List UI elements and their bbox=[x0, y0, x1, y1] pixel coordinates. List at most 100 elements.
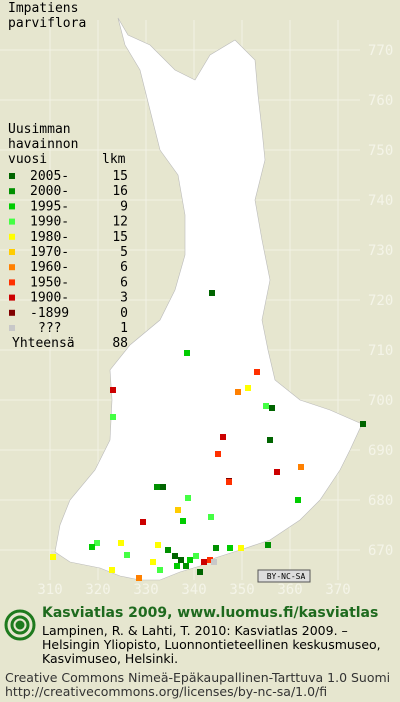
x-label: 330 bbox=[133, 582, 158, 598]
x-label: 370 bbox=[325, 582, 350, 598]
legend-count: 15 bbox=[112, 169, 128, 184]
total: 88 bbox=[112, 336, 128, 351]
observation bbox=[274, 469, 280, 475]
observation bbox=[193, 553, 199, 559]
legend-heading: havainnon bbox=[8, 137, 78, 152]
legend-label: 1970- bbox=[30, 245, 69, 260]
legend-label: 1995- bbox=[30, 199, 69, 214]
observation bbox=[50, 554, 56, 560]
finland-outline bbox=[54, 17, 363, 581]
y-label: 750 bbox=[368, 143, 393, 159]
y-label: 690 bbox=[368, 443, 393, 459]
legend-swatch bbox=[9, 173, 15, 179]
title: Impatiens bbox=[8, 1, 78, 16]
observation bbox=[235, 389, 241, 395]
license: Creative Commons Nimeä-Epäkaupallinen-Ta… bbox=[5, 670, 390, 685]
legend-swatch bbox=[9, 325, 15, 331]
legend-label: 2005- bbox=[30, 169, 69, 184]
x-label: 340 bbox=[181, 582, 206, 598]
observation bbox=[140, 519, 146, 525]
observation bbox=[110, 414, 116, 420]
observation bbox=[118, 540, 124, 546]
observation bbox=[157, 567, 163, 573]
observation bbox=[172, 553, 178, 559]
legend-swatch bbox=[9, 203, 15, 210]
legend-count: 1 bbox=[120, 321, 128, 336]
observation bbox=[185, 495, 191, 501]
y-label: 740 bbox=[368, 193, 393, 209]
legend-swatch bbox=[9, 218, 15, 225]
observation bbox=[165, 547, 171, 553]
observation bbox=[175, 507, 181, 513]
observation bbox=[254, 369, 260, 375]
observation bbox=[298, 464, 304, 470]
y-label: 730 bbox=[368, 243, 393, 259]
observation bbox=[184, 350, 190, 356]
observation bbox=[160, 484, 166, 490]
observation bbox=[269, 405, 275, 411]
cc-badge-text: BY-NC-SA bbox=[267, 572, 306, 581]
legend-label: 1950- bbox=[30, 275, 69, 290]
legend-swatch bbox=[9, 188, 15, 195]
observation bbox=[174, 563, 180, 569]
legend-count: 6 bbox=[120, 275, 128, 290]
observation bbox=[360, 421, 366, 427]
observation bbox=[155, 542, 161, 548]
y-label: 700 bbox=[368, 393, 393, 409]
spiral-logo bbox=[4, 609, 36, 641]
observation bbox=[154, 484, 160, 490]
license: http://creativecommons.org/licenses/by-n… bbox=[5, 684, 327, 699]
observation bbox=[211, 559, 217, 565]
observation bbox=[136, 575, 142, 581]
observation bbox=[295, 497, 301, 503]
y-label: 760 bbox=[368, 93, 393, 109]
legend-label: 2000- bbox=[30, 184, 69, 199]
legend-heading: vuosi bbox=[8, 152, 47, 167]
observation bbox=[109, 567, 115, 573]
footer-heading: Kasviatlas 2009, www.luomus.fi/kasviatla… bbox=[42, 605, 378, 621]
legend-count: 6 bbox=[120, 260, 128, 275]
legend-label: -1899 bbox=[30, 306, 69, 321]
observation bbox=[150, 559, 156, 565]
footer-line: Kasvimuseo, Helsinki. bbox=[42, 651, 178, 666]
legend-swatch bbox=[9, 294, 15, 301]
observation bbox=[110, 387, 116, 393]
legend-label: 1980- bbox=[30, 230, 69, 245]
legend-count: 5 bbox=[120, 245, 128, 260]
observation bbox=[209, 290, 215, 296]
y-label: 680 bbox=[368, 493, 393, 509]
footer-line: Helsingin Yliopisto, Luonnontieteellinen… bbox=[42, 637, 381, 652]
legend-swatch bbox=[9, 249, 15, 255]
observations bbox=[50, 290, 366, 581]
x-label: 320 bbox=[85, 582, 110, 598]
observation bbox=[215, 451, 221, 457]
x-label: 350 bbox=[229, 582, 254, 598]
legend-label: 1900- bbox=[30, 291, 69, 306]
title: parviflora bbox=[8, 16, 86, 31]
observation bbox=[213, 545, 219, 551]
y-label: 670 bbox=[368, 543, 393, 559]
legend-swatch bbox=[9, 233, 15, 240]
observation bbox=[227, 545, 233, 551]
observation bbox=[197, 569, 203, 575]
legend-heading: lkm bbox=[102, 152, 126, 167]
observation bbox=[178, 557, 184, 563]
total-label: Yhteensä bbox=[12, 336, 75, 351]
legend-count: 9 bbox=[120, 199, 128, 214]
legend-label: 1990- bbox=[30, 215, 69, 230]
observation bbox=[267, 437, 273, 443]
legend-label: 1960- bbox=[30, 260, 69, 275]
legend-swatch bbox=[9, 264, 15, 271]
legend-swatch bbox=[9, 279, 15, 286]
legend-heading: Uusimman bbox=[8, 122, 71, 137]
observation bbox=[245, 385, 251, 391]
observation bbox=[94, 540, 100, 546]
legend-count: 15 bbox=[112, 230, 128, 245]
observation bbox=[220, 434, 226, 440]
observation bbox=[89, 544, 95, 550]
legend-label: ??? bbox=[38, 321, 61, 336]
y-label: 720 bbox=[368, 293, 393, 309]
x-label: 310 bbox=[37, 582, 62, 598]
